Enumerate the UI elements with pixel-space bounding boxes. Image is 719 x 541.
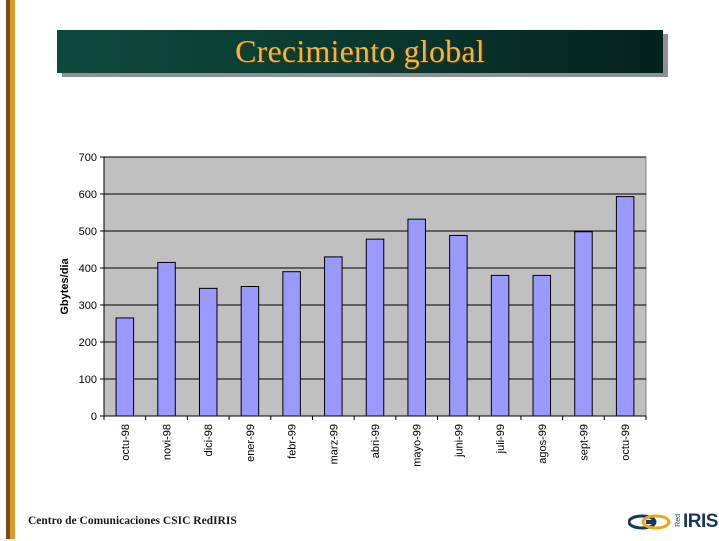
bar	[115, 317, 135, 417]
x-tick-label: marz-99	[328, 424, 340, 464]
title-banner: Crecimiento global	[57, 30, 663, 73]
x-tick-label: sept-99	[578, 424, 590, 461]
axes	[100, 156, 647, 420]
x-tick-label: dici-98	[203, 424, 215, 456]
bar	[407, 218, 426, 417]
y-axis-label: Gbytes/dia	[59, 258, 71, 315]
x-tick-label: octu-99	[620, 424, 632, 461]
left-border-dark	[6, 0, 10, 539]
bar	[157, 261, 176, 417]
y-tick-label: 300	[79, 300, 97, 312]
bar	[240, 286, 260, 417]
x-tick-label: juli-99	[495, 424, 507, 454]
bar	[198, 287, 218, 417]
bar	[449, 234, 468, 417]
slide-title: Crecimiento global	[235, 33, 485, 69]
x-tick-label: agos-99	[537, 424, 549, 464]
logo-red-text: Red	[675, 514, 682, 527]
y-tick-label: 400	[79, 263, 97, 275]
bar	[365, 238, 385, 417]
x-tick-label: ener-99	[245, 424, 257, 462]
x-tick-labels: octu-98 novi-98 dici-98 ener-99 febr-99 marz-…	[120, 424, 632, 467]
bar	[490, 274, 510, 417]
rediris-logo: Red IRIS	[627, 508, 718, 536]
x-tick-label: novi-98	[162, 424, 174, 460]
x-tick-label: abri-99	[370, 424, 382, 458]
footer-text: Centro de Comunicaciones CSIC RedIRIS	[28, 515, 237, 527]
x-tick-label: febr-99	[287, 424, 299, 459]
logo-iris-text: IRIS	[683, 511, 718, 532]
x-tick-label: juni-99	[453, 424, 465, 458]
y-tick-label: 100	[79, 374, 97, 386]
bar	[574, 231, 593, 417]
x-tick-label: octu-98	[120, 424, 132, 461]
bar	[615, 196, 635, 417]
y-tick-label: 500	[79, 226, 97, 238]
y-tick-label: 200	[79, 337, 97, 349]
bar	[282, 271, 301, 417]
y-tick-label: 600	[79, 189, 97, 201]
x-tick-label: mayo-99	[412, 424, 424, 467]
bar	[532, 274, 552, 417]
y-tick-labels: 0 100 200 300 400 500 600 700	[79, 152, 97, 423]
logo-swoosh-icon	[627, 514, 671, 530]
bar	[324, 256, 343, 417]
left-border-gold	[10, 0, 15, 539]
y-tick-label: 700	[79, 152, 97, 164]
y-tick-label: 0	[91, 411, 97, 423]
